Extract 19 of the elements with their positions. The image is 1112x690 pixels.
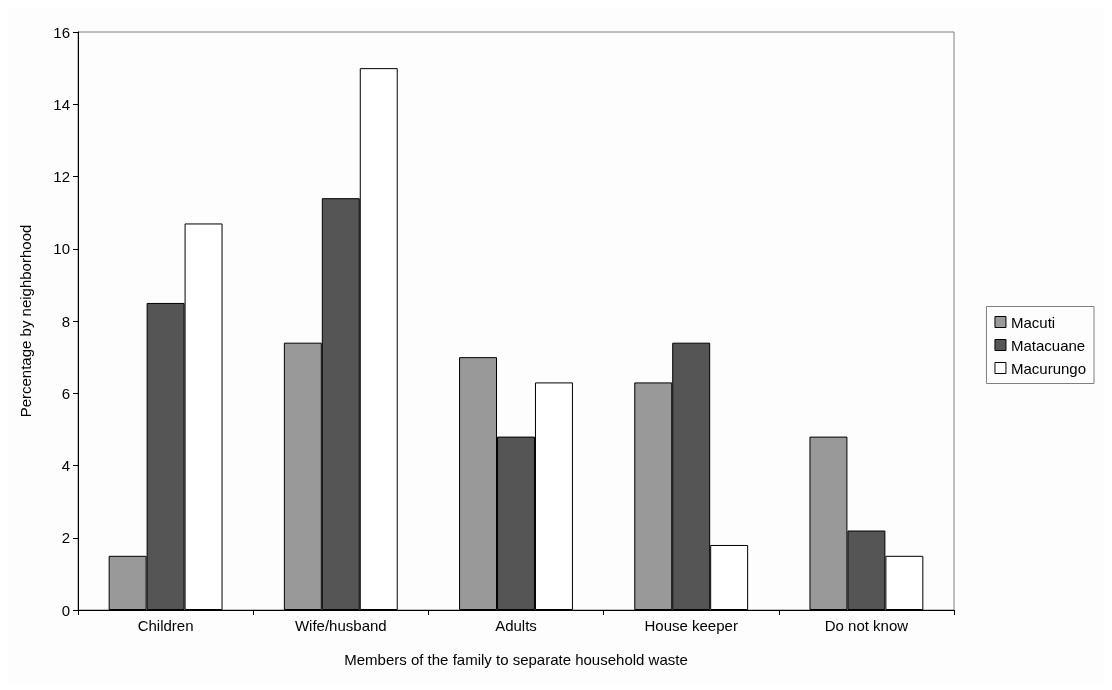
- y-tick-label: 0: [61, 601, 70, 619]
- x-tick-label: Do not know: [824, 617, 909, 634]
- y-tick-label: 10: [53, 240, 70, 258]
- y-tick-label: 12: [53, 168, 70, 185]
- x-tick-label: Wife/husband: [294, 617, 387, 634]
- y-tick-label: 6: [61, 384, 70, 402]
- y-tick-label: 2: [61, 529, 70, 547]
- y-tick-label: 8: [61, 312, 70, 330]
- x-tick-label: Adults: [495, 617, 537, 634]
- y-tick-label: 16: [53, 23, 70, 41]
- x-axis-title: Members of the family to separate household waste: [344, 651, 688, 668]
- legend-label: Macuti: [1010, 313, 1056, 331]
- y-tick-label: 4: [61, 457, 70, 474]
- legend-label: Macurungo: [1010, 359, 1086, 377]
- legend-label: Matacuane: [1010, 336, 1086, 354]
- x-tick-label: House keeper: [644, 617, 738, 634]
- y-axis-title: Percentage by neighborhood: [17, 224, 34, 418]
- x-tick-label: Children: [137, 617, 194, 634]
- y-tick-label: 14: [53, 95, 70, 113]
